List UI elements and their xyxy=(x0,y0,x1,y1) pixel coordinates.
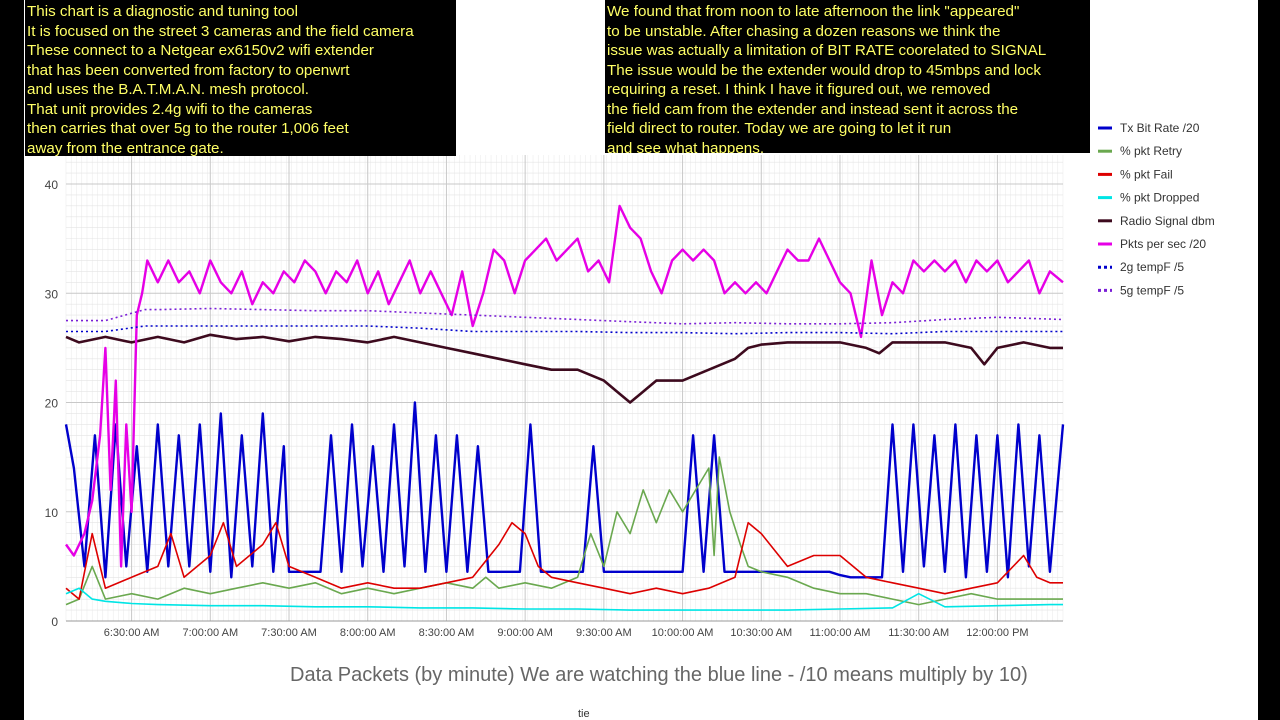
y-tick-label: 20 xyxy=(45,397,59,411)
grid-layer xyxy=(65,155,1064,622)
note-left: This chart is a diagnostic and tuning to… xyxy=(25,0,456,156)
x-tick-label: 11:00:00 AM xyxy=(810,627,871,639)
x-tick-label: 10:30:00 AM xyxy=(730,627,792,639)
y-tick-label: 10 xyxy=(45,506,59,520)
note-right: We found that from noon to late afternoo… xyxy=(605,0,1090,153)
legend-label-5: Pkts per sec /20 xyxy=(1120,237,1206,251)
y-tick-label: 0 xyxy=(51,615,58,629)
series-line-5 xyxy=(65,204,1064,568)
x-tick-label: 7:30:00 AM xyxy=(261,627,317,639)
footer-label: tie xyxy=(578,708,590,720)
series-line-4 xyxy=(65,333,1063,404)
legend-layer: Tx Bit Rate /20 % pkt Retry % pkt Fail % pk… xyxy=(1098,121,1215,297)
series-line-7 xyxy=(66,307,1064,325)
x-tick-label: 6:30:00 AM xyxy=(104,627,160,639)
x-tick-label: 10:00:00 AM xyxy=(652,627,714,639)
y-tick-label: 40 xyxy=(45,178,59,192)
legend-label-0: Tx Bit Rate /20 xyxy=(1120,121,1200,135)
y-tick-label: 30 xyxy=(45,287,59,301)
legend-label-2: % pkt Fail xyxy=(1120,167,1173,181)
series-line-3 xyxy=(65,587,1063,611)
legend-label-7: 5g tempF /5 xyxy=(1120,283,1184,297)
legend-label-4: Radio Signal dbm xyxy=(1120,214,1215,228)
chart-caption: Data Packets (by minute) We are watching… xyxy=(290,664,1028,686)
axis-layer: 0 10 20 30 40 6:30:00 AM 7:00:00 AM 7:30:00 AM 8… xyxy=(45,178,1063,639)
x-tick-label: 9:00:00 AM xyxy=(497,627,553,639)
x-tick-label: 8:30:00 AM xyxy=(419,627,475,639)
legend-label-3: % pkt Dropped xyxy=(1120,191,1199,205)
series-line-1 xyxy=(65,456,1063,606)
x-tick-label: 11:30:00 AM xyxy=(888,627,949,639)
series-line-0 xyxy=(64,401,1065,579)
x-tick-label: 9:30:00 AM xyxy=(576,627,632,639)
x-tick-label: 7:00:00 AM xyxy=(182,627,238,639)
x-tick-label: 8:00:00 AM xyxy=(340,627,396,639)
series-layer xyxy=(64,204,1065,611)
legend-label-1: % pkt Retry xyxy=(1120,144,1182,158)
series-line-2 xyxy=(65,521,1063,600)
x-tick-label: 12:00:00 PM xyxy=(966,627,1028,639)
legend-label-6: 2g tempF /5 xyxy=(1120,260,1184,274)
